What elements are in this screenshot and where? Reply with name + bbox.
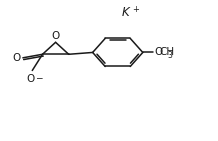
Text: −: − [35,73,43,82]
Text: O: O [51,31,60,41]
Text: O: O [12,53,20,63]
Text: O: O [154,48,162,57]
Text: 3: 3 [167,51,172,60]
Text: CH: CH [160,48,175,57]
Text: K: K [121,6,129,19]
Text: O: O [26,74,35,84]
Text: +: + [132,5,139,14]
